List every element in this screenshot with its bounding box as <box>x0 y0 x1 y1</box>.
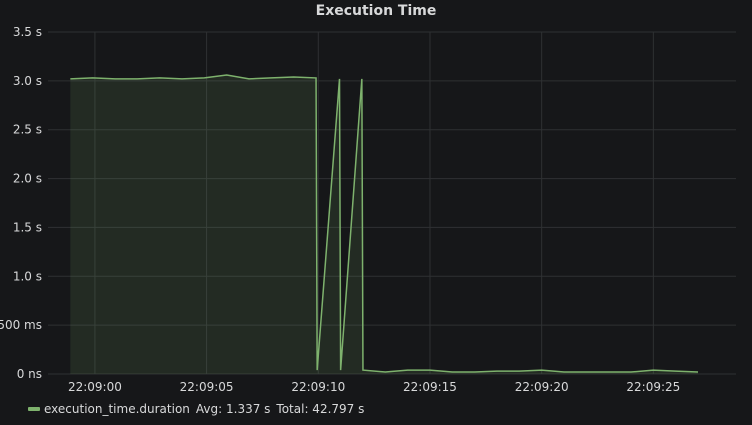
x-axis-tick-labels: 22:09:00 22:09:05 22:09:10 22:09:15 22:09:20… <box>68 380 680 394</box>
x-gridlines <box>94 32 654 374</box>
y-axis-tick-labels: 3.5 s 3.0 s 2.5 s 2.0 s 1.5 s 1.0 s 500 ms 0 ns <box>0 25 42 381</box>
y-tick-label: 3.0 s <box>13 74 42 88</box>
y-tick-label: 0 ns <box>17 367 42 381</box>
series-layer <box>70 74 699 374</box>
x-tick-label: 22:09:20 <box>515 380 569 394</box>
x-tick-label: 22:09:05 <box>180 380 234 394</box>
y-gridlines <box>48 31 736 375</box>
legend-series-name[interactable]: execution_time.duration <box>44 402 190 416</box>
x-tick-label: 22:09:15 <box>403 380 457 394</box>
panel-title[interactable]: Execution Time <box>315 3 437 19</box>
legend-swatch[interactable] <box>28 407 40 411</box>
y-tick-label: 3.5 s <box>13 25 42 39</box>
legend-avg: Avg: 1.337 s <box>195 402 271 416</box>
x-tick-label: 22:09:10 <box>291 380 345 394</box>
x-tick-label: 22:09:25 <box>626 380 680 394</box>
y-tick-label: 1.0 s <box>13 269 42 283</box>
legend-total: Total: 42.797 s <box>276 402 365 416</box>
series-area <box>70 74 699 374</box>
series-line[interactable] <box>70 74 699 373</box>
y-tick-label: 1.5 s <box>13 220 42 234</box>
y-tick-label: 500 ms <box>0 318 42 332</box>
legend: execution_time.duration Avg: 1.337 s Tot… <box>28 402 364 416</box>
y-tick-label: 2.0 s <box>13 172 42 186</box>
y-tick-label: 2.5 s <box>13 123 42 137</box>
x-tick-label: 22:09:00 <box>68 380 122 394</box>
